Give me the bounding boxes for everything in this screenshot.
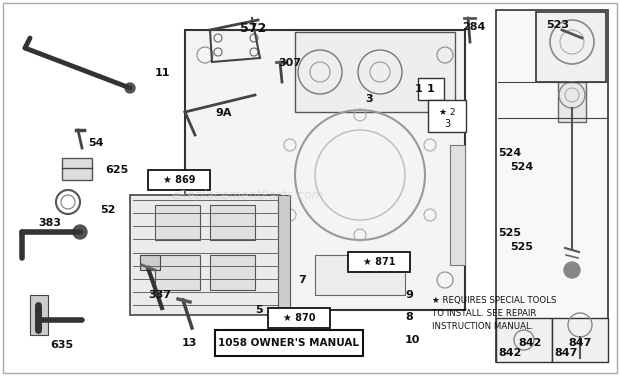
Text: 1: 1 <box>427 84 435 94</box>
Text: 11: 11 <box>155 68 170 78</box>
Bar <box>148 170 210 190</box>
Bar <box>558 82 586 122</box>
Text: ★ 871: ★ 871 <box>363 257 396 267</box>
Text: 842: 842 <box>518 338 541 348</box>
Text: eReplacementParts.com: eReplacementParts.com <box>172 189 324 202</box>
Circle shape <box>73 225 87 239</box>
Text: 525: 525 <box>510 242 533 252</box>
Text: 572: 572 <box>240 22 266 35</box>
Bar <box>315 255 405 295</box>
Bar <box>536 12 606 82</box>
Bar <box>450 145 465 265</box>
Bar <box>140 255 160 270</box>
Text: ★ 869: ★ 869 <box>162 175 195 185</box>
Bar <box>278 195 290 317</box>
Text: 383: 383 <box>38 218 61 228</box>
Text: 847: 847 <box>554 348 577 358</box>
Text: ★ 2: ★ 2 <box>439 108 455 117</box>
Bar <box>552 318 608 362</box>
Bar <box>210 255 255 290</box>
Bar <box>130 195 280 315</box>
Text: 7: 7 <box>298 275 306 285</box>
Text: 10: 10 <box>405 335 420 345</box>
Text: 13: 13 <box>182 338 197 348</box>
Bar <box>268 308 330 328</box>
Bar <box>210 205 255 240</box>
Text: 625: 625 <box>105 165 128 175</box>
Bar <box>62 158 92 180</box>
Text: 9A: 9A <box>215 108 231 118</box>
Text: 842: 842 <box>498 348 521 358</box>
Bar <box>30 295 48 335</box>
Text: 284: 284 <box>462 22 485 32</box>
Bar <box>185 30 465 310</box>
Text: 9: 9 <box>405 290 413 300</box>
Bar <box>418 78 444 100</box>
Text: 525: 525 <box>498 228 521 238</box>
Text: 3: 3 <box>365 94 373 104</box>
Text: 8: 8 <box>405 312 413 322</box>
Text: 524: 524 <box>498 148 521 158</box>
Bar <box>155 205 200 240</box>
Bar <box>496 318 552 362</box>
Text: 523: 523 <box>546 20 569 30</box>
Circle shape <box>564 262 580 278</box>
Bar <box>215 330 363 356</box>
Text: 1: 1 <box>415 84 423 94</box>
Bar <box>295 32 455 112</box>
Text: 635: 635 <box>50 340 73 350</box>
Text: 847: 847 <box>568 338 591 348</box>
Text: 5: 5 <box>255 305 263 315</box>
Text: 52: 52 <box>100 205 115 215</box>
Text: ★ REQUIRES SPECIAL TOOLS
TO INSTALL. SEE REPAIR
INSTRUCTION MANUAL.: ★ REQUIRES SPECIAL TOOLS TO INSTALL. SEE… <box>432 296 556 331</box>
Text: 3: 3 <box>444 119 450 129</box>
Bar <box>348 252 410 272</box>
Text: ★ 870: ★ 870 <box>283 313 315 323</box>
Bar <box>155 255 200 290</box>
Text: 307: 307 <box>278 58 301 68</box>
Text: 337: 337 <box>148 290 171 300</box>
Text: 1058 OWNER'S MANUAL: 1058 OWNER'S MANUAL <box>218 338 360 348</box>
Bar <box>496 10 608 362</box>
Circle shape <box>125 83 135 93</box>
Text: 54: 54 <box>88 138 104 148</box>
Bar <box>428 100 466 132</box>
Text: 524: 524 <box>510 162 533 172</box>
